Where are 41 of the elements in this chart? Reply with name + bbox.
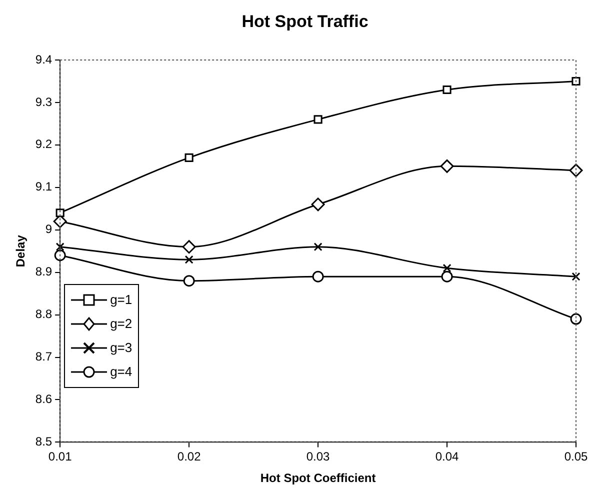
point [441, 270, 453, 282]
legend-label: g=2 [110, 316, 132, 332]
point [311, 198, 325, 212]
x-tick-label: 0.04 [435, 450, 460, 464]
point [56, 242, 64, 252]
point [572, 76, 580, 86]
y-tick-label: 8.6 [35, 392, 52, 406]
y-tick-label: 8.8 [35, 307, 52, 322]
x-tick-label: 0.02 [177, 450, 202, 464]
x-tick-label: 0.01 [48, 450, 72, 464]
point [56, 208, 64, 218]
point [54, 250, 66, 262]
y-tick-label: 8.5 [35, 434, 52, 449]
x-tick-label: 0.05 [564, 450, 588, 464]
y-tick-label: 9 [45, 222, 52, 236]
point [570, 313, 582, 325]
chart-title: Hot Spot Traffic [240, 12, 370, 32]
point [442, 85, 452, 94]
point [183, 275, 195, 287]
point [442, 264, 452, 272]
y-tick-label: 9.2 [35, 137, 52, 152]
x-axis-title: Hot Spot Coefficient [260, 471, 376, 486]
point [184, 153, 194, 162]
legend-label: g=1 [110, 292, 132, 308]
y-tick-label: 9.1 [35, 180, 52, 194]
point [182, 240, 196, 254]
point [312, 270, 324, 282]
point [314, 242, 322, 252]
point [314, 115, 322, 124]
x-tick-label: 0.03 [306, 450, 330, 464]
y-tick-label: 8.7 [35, 350, 52, 364]
point [184, 255, 194, 264]
y-tick-label: 8.9 [35, 264, 52, 279]
point [569, 164, 583, 178]
y-tick-label: 9.3 [35, 94, 52, 109]
y-axis-title: Delay [14, 234, 28, 268]
legend-label: g=3 [110, 340, 132, 356]
legend-label: g=4 [110, 364, 132, 380]
point [440, 159, 454, 173]
point [572, 272, 580, 281]
y-tick-label: 9.4 [35, 52, 52, 66]
